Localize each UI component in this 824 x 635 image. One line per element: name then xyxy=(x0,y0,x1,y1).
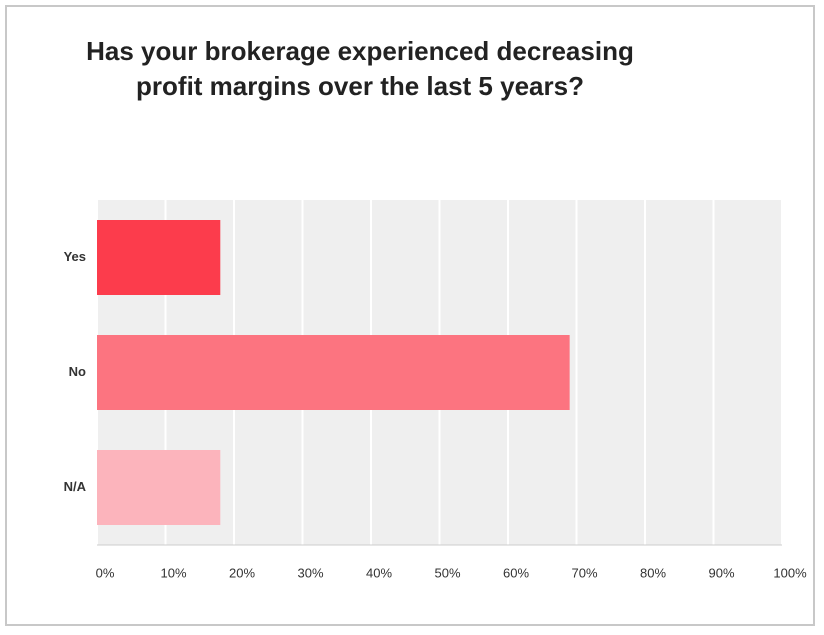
x-tick-label: 70% xyxy=(571,565,597,580)
y-tick-label: Yes xyxy=(64,249,86,264)
x-tick-label: 60% xyxy=(503,565,529,580)
x-tick-label: 50% xyxy=(434,565,460,580)
x-tick-label: 100% xyxy=(773,565,807,580)
y-tick-label: N/A xyxy=(64,479,87,494)
y-tick-label: No xyxy=(69,364,86,379)
x-tick-label: 10% xyxy=(160,565,186,580)
x-tick-label: 20% xyxy=(229,565,255,580)
x-tick-label: 0% xyxy=(96,565,115,580)
bar xyxy=(97,450,221,525)
x-tick-label: 30% xyxy=(297,565,323,580)
chart-title: Has your brokerage experienced decreasin… xyxy=(86,36,634,101)
x-tick-label: 40% xyxy=(366,565,392,580)
x-tick-label: 80% xyxy=(640,565,666,580)
bar xyxy=(97,335,570,410)
frame xyxy=(5,5,815,626)
bar xyxy=(97,220,221,295)
x-tick-label: 90% xyxy=(708,565,734,580)
